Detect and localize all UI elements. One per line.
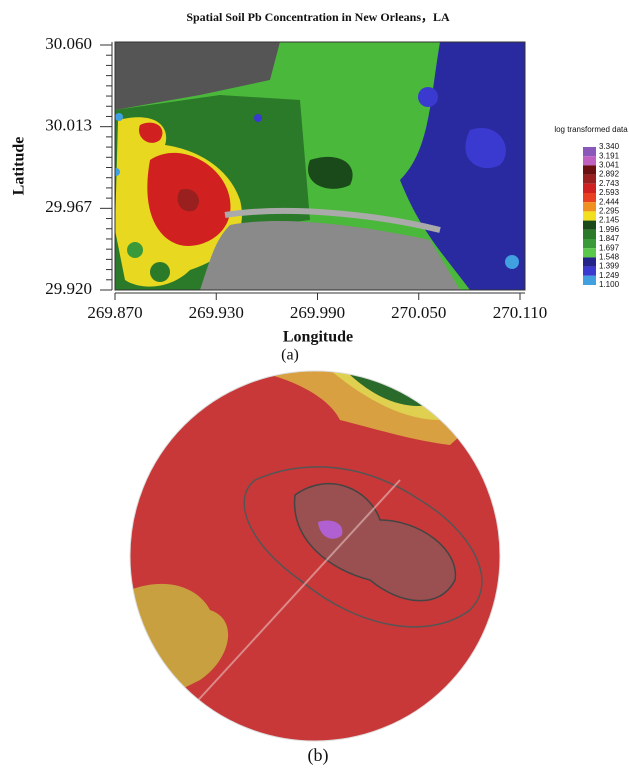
legend-swatch (583, 175, 596, 184)
x-tick-label: 269.990 (290, 303, 345, 322)
legend-label: 1.697 (599, 243, 620, 252)
legend-swatch (583, 230, 596, 239)
title: Spatial Soil Pb Concentration in New Orl… (186, 10, 450, 24)
legend-label: 2.295 (599, 207, 620, 216)
legend-label: 1.249 (599, 271, 620, 280)
x-label: Longitude (283, 329, 353, 346)
y-label: Latitude (11, 137, 28, 196)
legend-swatch (583, 239, 596, 248)
x-tick-label: 270.050 (391, 303, 446, 322)
caption-a: (a) (281, 347, 299, 364)
map (112, 42, 525, 290)
detail-map (130, 370, 500, 742)
legend-swatch (583, 193, 596, 202)
legend: 3.3403.1913.0412.8922.7432.5932.4442.295… (583, 142, 620, 289)
legend-label: 2.444 (599, 197, 620, 206)
legend-label: 1.548 (599, 253, 620, 262)
legend-swatch (583, 147, 596, 156)
legend-swatch (583, 248, 596, 257)
legend-label: 1.996 (599, 225, 620, 234)
legend-label: 1.399 (599, 262, 620, 271)
x-tick-label: 269.870 (87, 303, 142, 322)
x-tick-label: 270.110 (493, 303, 548, 322)
legend-label: 1.847 (599, 234, 620, 243)
legend-swatch (583, 156, 596, 165)
legend-swatch (583, 184, 596, 193)
legend-swatch (583, 202, 596, 211)
legend-label: 2.593 (599, 188, 620, 197)
y-tick-label: 29.920 (45, 279, 92, 298)
caption-b: (b) (308, 745, 329, 766)
y-tick-label: 30.013 (45, 116, 92, 135)
legend-swatch (583, 165, 596, 174)
legend-label: 3.041 (599, 161, 620, 170)
legend-label: 2.892 (599, 170, 620, 179)
legend-title: log transformed data (554, 125, 628, 134)
legend-label: 2.145 (599, 216, 620, 225)
legend-swatch (583, 257, 596, 266)
legend-label: 3.340 (599, 142, 620, 151)
legend-label: 3.191 (599, 151, 620, 160)
legend-label: 1.100 (599, 280, 620, 289)
legend-swatch (583, 211, 596, 220)
legend-swatch (583, 276, 596, 285)
legend-swatch (583, 267, 596, 276)
x-tick-label: 269.930 (189, 303, 244, 322)
legend-swatch (583, 221, 596, 230)
y-tick-label: 29.967 (45, 197, 92, 216)
legend-label: 2.743 (599, 179, 620, 188)
figure: Spatial Soil Pb Concentration in New Orl… (0, 0, 629, 768)
y-tick-label: 30.060 (45, 34, 92, 53)
